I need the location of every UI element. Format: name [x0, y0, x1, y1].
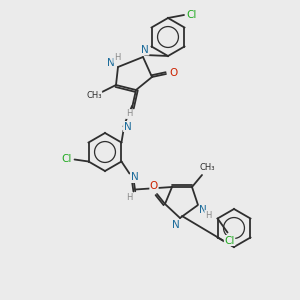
Text: N: N [199, 205, 207, 215]
Text: Cl: Cl [61, 154, 72, 164]
Text: O: O [150, 181, 158, 191]
Text: CH₃: CH₃ [86, 92, 102, 100]
Text: O: O [170, 68, 178, 78]
Text: CH₃: CH₃ [199, 164, 215, 172]
Text: N: N [172, 220, 180, 230]
Text: H: H [205, 211, 211, 220]
Text: N: N [130, 172, 138, 182]
Text: N: N [124, 122, 131, 131]
Text: N: N [107, 58, 115, 68]
Text: H: H [126, 110, 132, 118]
Text: Cl: Cl [224, 236, 235, 245]
Text: N: N [141, 45, 149, 55]
Text: H: H [114, 53, 120, 62]
Text: Cl: Cl [187, 10, 197, 20]
Text: H: H [126, 193, 133, 202]
